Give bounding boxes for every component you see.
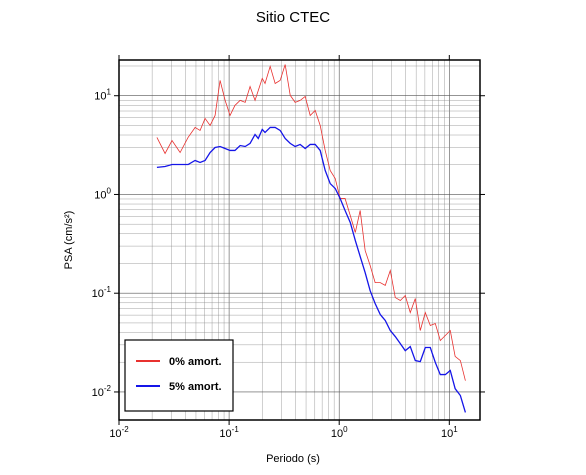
- tick-label-exponent: -2: [104, 384, 112, 393]
- y-axis-label: PSA (cm/s²): [63, 211, 75, 270]
- tick-label: 100: [94, 186, 111, 201]
- legend-label: 0% amort.: [169, 356, 222, 368]
- tick-label-base: 10: [219, 428, 231, 440]
- tick-label: 100: [331, 425, 348, 440]
- tick-label-exponent: -1: [104, 285, 112, 294]
- tick-label-exponent: 0: [107, 186, 112, 195]
- tick-label-exponent: -1: [232, 425, 240, 434]
- series-line: [156, 64, 466, 381]
- tick-label: 101: [441, 425, 458, 440]
- tick-label-exponent: 1: [107, 88, 112, 97]
- chart-title: Sitio CTEC: [256, 9, 330, 26]
- tick-label-base: 10: [109, 428, 121, 440]
- tick-label: 10-2: [92, 384, 112, 399]
- tick-label: 10-1: [92, 285, 112, 300]
- plot-frame: [118, 59, 481, 421]
- legend-label: 5% amort.: [169, 381, 222, 393]
- tick-label-exponent: -2: [122, 425, 130, 434]
- tick-label-base: 10: [441, 428, 453, 440]
- tick-label-exponent: 1: [453, 425, 458, 434]
- tick-label: 10-1: [219, 425, 239, 440]
- series-line: [156, 126, 467, 413]
- tick-label: 101: [94, 88, 111, 103]
- tick-label-base: 10: [331, 428, 343, 440]
- tick-label-base: 10: [94, 189, 106, 201]
- tick-label-base: 10: [94, 91, 106, 103]
- tick-label-exponent: 0: [343, 425, 348, 434]
- x-axis-label: Periodo (s): [266, 453, 320, 465]
- legend-box: [124, 339, 234, 412]
- tick-label-base: 10: [92, 387, 104, 399]
- tick-label: 10-2: [109, 425, 129, 440]
- tick-label-base: 10: [92, 288, 104, 300]
